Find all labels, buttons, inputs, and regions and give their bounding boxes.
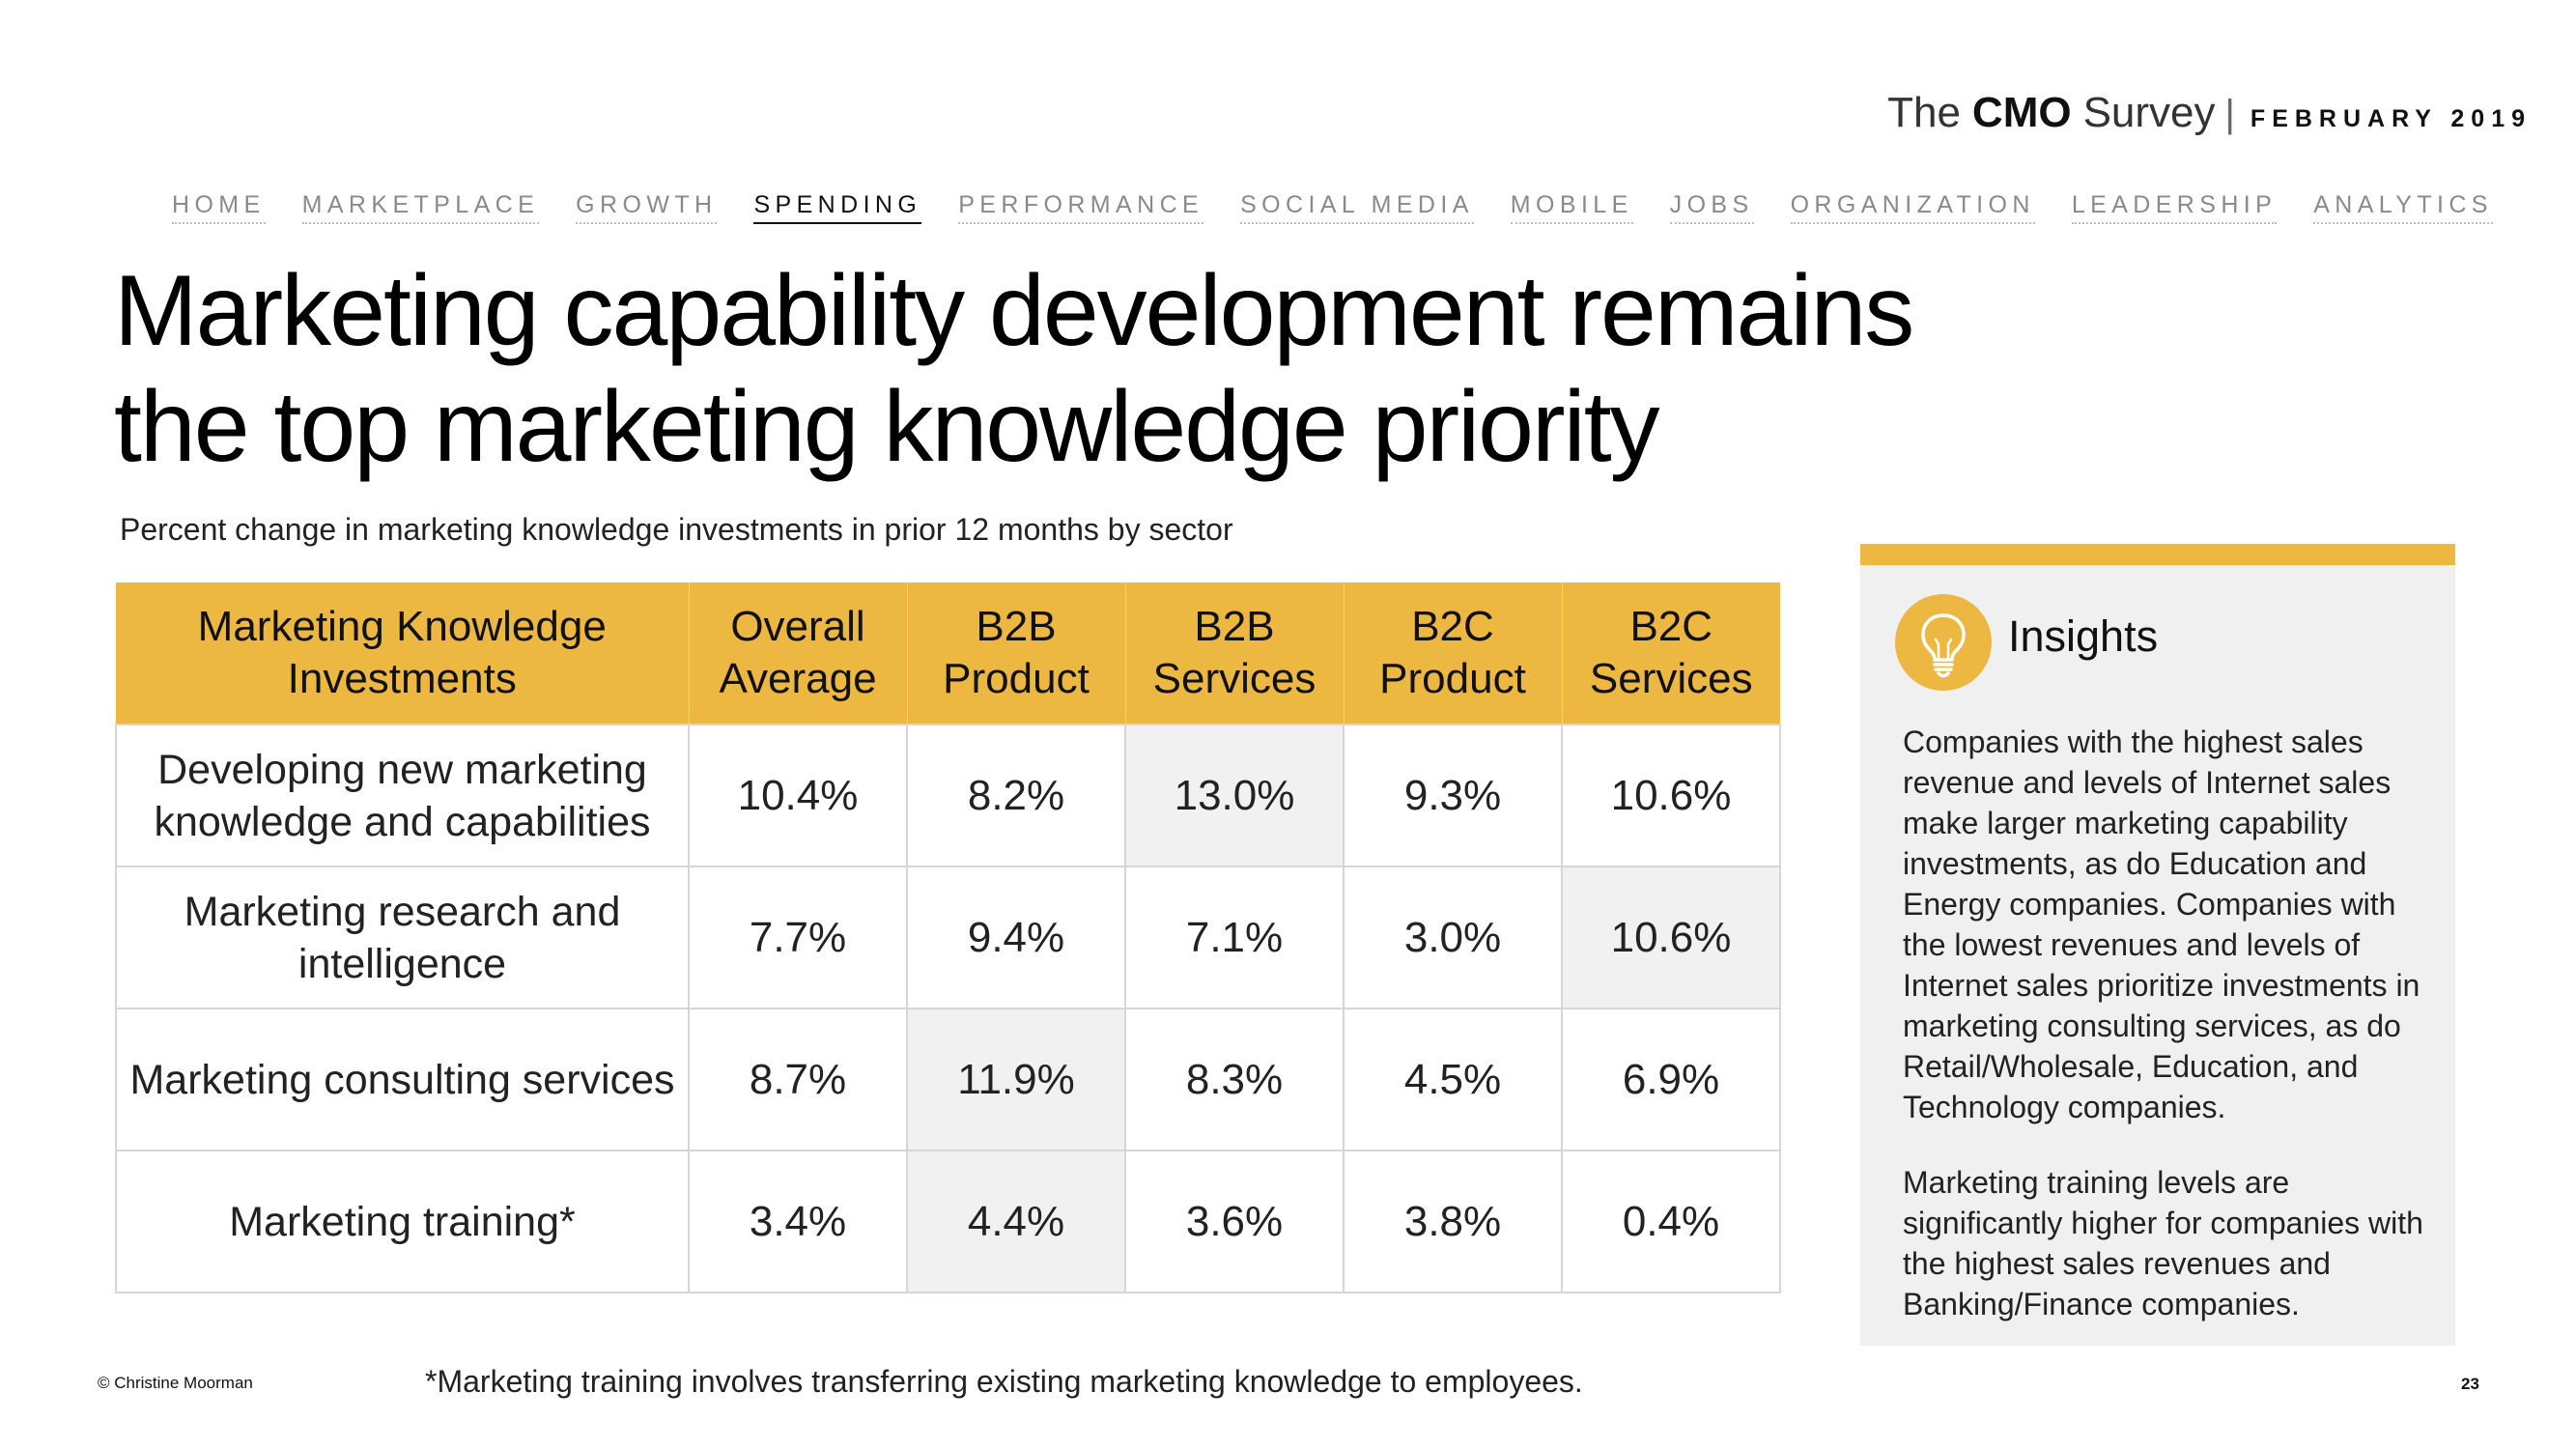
table-row: Developing new marketing knowledge and c… (115, 724, 1781, 867)
col-header-overall-average: Overall Average (689, 582, 908, 724)
nav-item-performance[interactable]: PERFORMANCE (958, 191, 1204, 224)
insights-panel: Insights Companies with the highest sale… (1860, 544, 2455, 1346)
top-navigation: HOME MARKETPLACE GROWTH SPENDING PERFORM… (172, 191, 2530, 224)
table-row: Marketing training* 3.4% 4.4% 3.6% 3.8% … (115, 1150, 1781, 1293)
table-cell: 3.6% (1124, 1150, 1345, 1293)
col-header-investment: Marketing Knowledge Investments (116, 582, 690, 724)
table-cell: 9.4% (906, 866, 1126, 1009)
table-cell: 9.3% (1343, 724, 1563, 867)
table-cell: 10.4% (688, 724, 908, 867)
table-row: Marketing consulting services 8.7% 11.9%… (115, 1008, 1781, 1151)
table-row: Marketing research and intelligence 7.7%… (115, 866, 1781, 1009)
table-cell: 6.9% (1561, 1008, 1781, 1151)
table-cell: 8.7% (688, 1008, 908, 1151)
lightbulb-icon (1895, 594, 1992, 691)
brand-separator: | (2224, 93, 2235, 135)
col-header-b2c-product: B2C Product (1344, 582, 1563, 724)
nav-item-analytics[interactable]: ANALYTICS (2313, 191, 2493, 224)
row-label: Marketing training* (115, 1150, 690, 1293)
table-cell: 3.0% (1343, 866, 1563, 1009)
copyright: © Christine Moorman (98, 1374, 253, 1392)
footnote: *Marketing training involves transferrin… (425, 1364, 1583, 1399)
brand-survey: Survey (2082, 89, 2216, 136)
nav-item-home[interactable]: HOME (172, 191, 266, 224)
nav-item-growth[interactable]: GROWTH (576, 191, 718, 224)
insight-paragraph-1: Companies with the highest sales revenue… (1903, 724, 2420, 1124)
table-cell-highlighted: 10.6% (1561, 866, 1781, 1009)
table-subtitle: Percent change in marketing knowledge in… (120, 512, 1233, 547)
nav-item-leadership[interactable]: LEADERSHIP (2071, 191, 2278, 224)
col-header-b2c-services: B2C Services (1562, 582, 1780, 724)
row-label: Developing new marketing knowledge and c… (115, 724, 690, 867)
page-number: 23 (2461, 1375, 2479, 1393)
table-cell: 3.8% (1343, 1150, 1563, 1293)
insight-paragraph-2: Marketing training levels are significan… (1903, 1165, 2423, 1321)
table-cell-highlighted: 13.0% (1124, 724, 1345, 867)
table-cell: 10.6% (1561, 724, 1781, 867)
nav-item-spending[interactable]: SPENDING (753, 191, 922, 224)
insights-heading: Insights (2008, 611, 2159, 661)
table-cell: 4.5% (1343, 1008, 1563, 1151)
table-cell-highlighted: 4.4% (906, 1150, 1126, 1293)
report-date: FEBRUARY 2019 (2250, 105, 2532, 132)
nav-item-mobile[interactable]: MOBILE (1510, 191, 1633, 224)
brand-the: The (1887, 89, 1961, 136)
table-cell: 7.1% (1124, 866, 1345, 1009)
row-label: Marketing research and intelligence (115, 866, 690, 1009)
table-cell: 8.2% (906, 724, 1126, 867)
col-header-b2b-services: B2B Services (1125, 582, 1345, 724)
page-title: Marketing capability development remains… (114, 255, 1914, 483)
investments-table: Marketing Knowledge Investments Overall … (115, 582, 1781, 1293)
nav-item-marketplace[interactable]: MARKETPLACE (301, 191, 540, 224)
col-header-b2b-product: B2B Product (907, 582, 1126, 724)
table-cell: 8.3% (1124, 1008, 1345, 1151)
row-label: Marketing consulting services (115, 1008, 690, 1151)
table-header-row: Marketing Knowledge Investments Overall … (116, 582, 1780, 724)
table-cell: 3.4% (688, 1150, 908, 1293)
table-cell: 7.7% (688, 866, 908, 1009)
table-cell: 0.4% (1561, 1150, 1781, 1293)
brand-cmo: CMO (1971, 89, 2072, 136)
nav-item-jobs[interactable]: JOBS (1669, 191, 1754, 224)
nav-item-organization[interactable]: ORGANIZATION (1790, 191, 2035, 224)
table-cell-highlighted: 11.9% (906, 1008, 1126, 1151)
brand-logo: The CMO Survey | FEBRUARY 2019 (1887, 89, 2532, 137)
nav-item-social-media[interactable]: SOCIAL MEDIA (1240, 191, 1474, 224)
